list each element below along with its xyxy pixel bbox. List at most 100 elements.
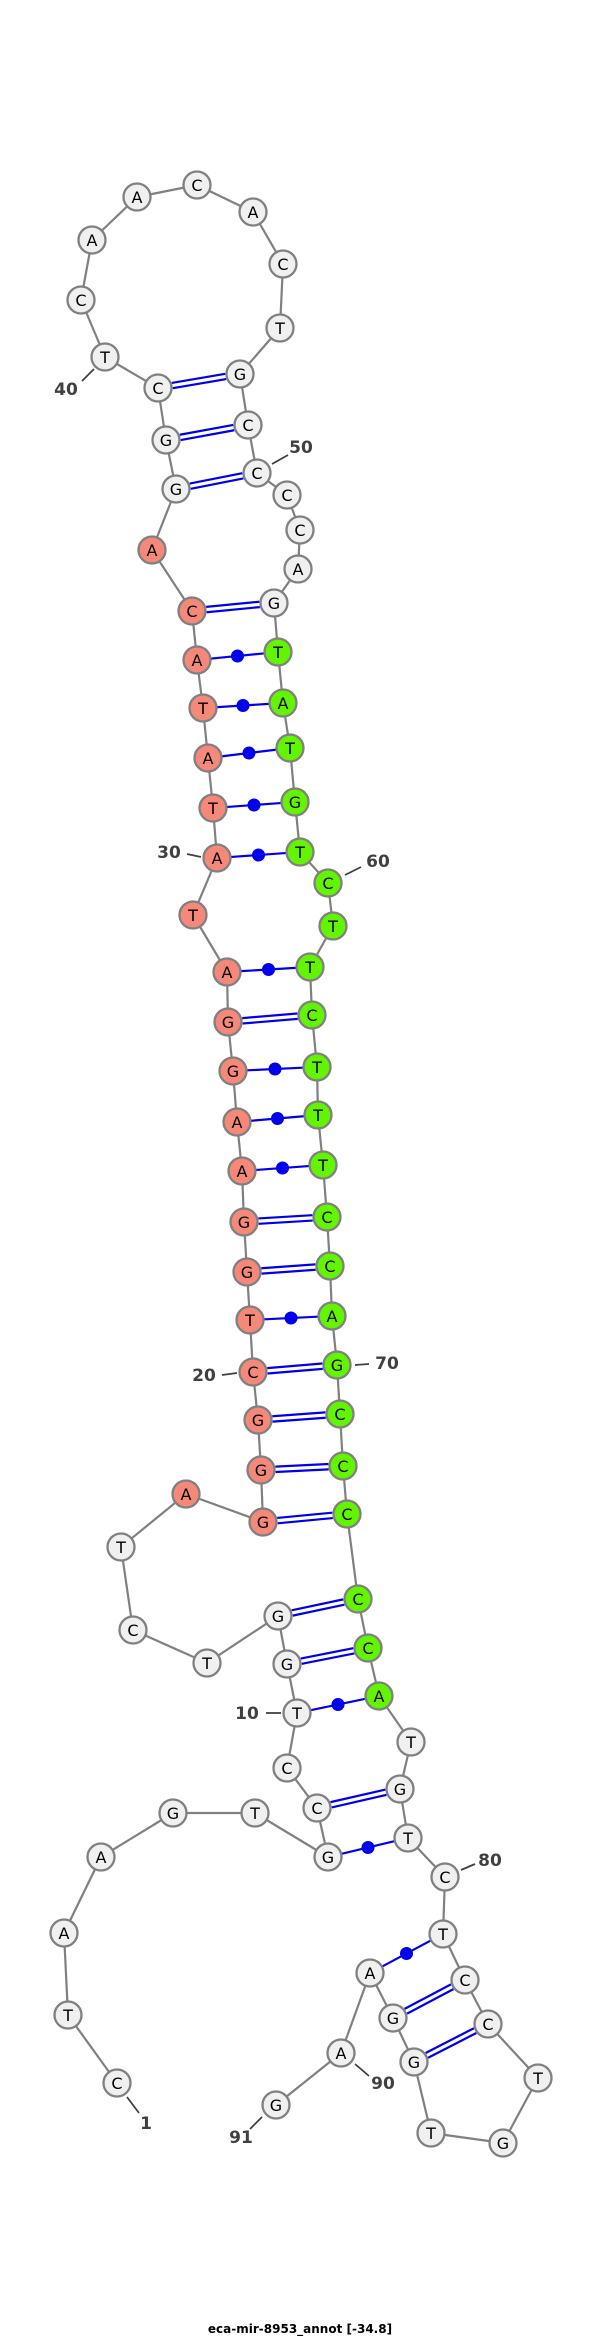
base-letter: G xyxy=(387,2009,399,2028)
nucleotide-node xyxy=(265,313,295,343)
bond-line xyxy=(189,472,243,485)
base-letter: G xyxy=(257,1513,269,1532)
base-letter: C xyxy=(482,2015,493,2034)
base-letter: C xyxy=(352,1590,363,1609)
nucleotide-node xyxy=(137,535,167,565)
nucleotide-node xyxy=(302,1052,332,1082)
position-label: 60 xyxy=(366,852,390,872)
base-letter: A xyxy=(336,2044,347,2063)
nucleotide-node xyxy=(178,900,208,930)
base-letter: A xyxy=(248,203,259,222)
base-letter: A xyxy=(222,963,233,982)
position-label-tick xyxy=(81,368,95,382)
position-label: 90 xyxy=(371,2074,395,2094)
base-letter: G xyxy=(270,2096,282,2115)
nucleotide-node xyxy=(118,1615,148,1645)
bond-line xyxy=(406,1988,454,2015)
nucleotide-node xyxy=(285,837,315,867)
base-letter: A xyxy=(278,694,289,713)
bond-dot xyxy=(236,699,250,712)
nucleotide-node xyxy=(263,1601,293,1631)
nucleotide-node xyxy=(53,2000,83,2030)
bond-dot xyxy=(400,1947,413,1960)
base-letter: C xyxy=(322,874,333,893)
nucleotide-node xyxy=(240,1798,270,1828)
nucleotide-node xyxy=(238,197,268,227)
base-letter: T xyxy=(317,1156,328,1175)
base-letter: G xyxy=(252,1411,264,1430)
nucleotide-node xyxy=(212,957,242,987)
bond-line xyxy=(171,372,226,384)
nucleotide-node xyxy=(328,1451,358,1481)
base-letter: A xyxy=(192,651,203,670)
base-letter: A xyxy=(132,188,143,207)
nucleotide-node xyxy=(49,1918,79,1948)
base-letter: T xyxy=(405,1733,416,1752)
base-letter: T xyxy=(99,348,110,367)
nucleotide-node xyxy=(232,1257,262,1287)
base-letter: G xyxy=(281,1655,293,1674)
base-letter: T xyxy=(327,917,338,936)
bond-line xyxy=(261,1263,316,1270)
base-letter: C xyxy=(191,176,202,195)
base-letter: G xyxy=(238,1213,250,1232)
nucleotide-node xyxy=(102,2068,132,2098)
bond-line xyxy=(206,600,260,608)
bond-line xyxy=(180,429,235,442)
bond-line xyxy=(272,1411,326,1418)
base-letter: C xyxy=(341,1505,352,1524)
nucleotide-node xyxy=(280,787,310,817)
position-label: 10 xyxy=(235,1704,259,1724)
nucleotide-node xyxy=(90,342,120,372)
base-letter: G xyxy=(268,594,280,613)
nucleotide-node xyxy=(450,1965,480,1995)
nucleotide-node xyxy=(235,1305,265,1335)
nucleotide-node xyxy=(353,1633,383,1663)
nucleotide-node xyxy=(177,596,207,626)
nucleotide-node xyxy=(161,474,191,504)
nucleotide-node xyxy=(313,868,343,898)
bond-line xyxy=(330,1788,386,1804)
base-letter: C xyxy=(277,255,288,274)
base-letter: A xyxy=(87,231,98,250)
base-letter: G xyxy=(408,2053,420,2072)
nucleotide-node xyxy=(318,911,348,941)
nucleotide-node xyxy=(322,1350,352,1380)
nucleotide-node xyxy=(182,170,212,200)
bond-dot xyxy=(242,746,256,760)
position-label-tick xyxy=(249,2116,263,2130)
bond-line xyxy=(258,1219,313,1225)
nucleotide-node xyxy=(308,1150,338,1180)
bond-dot xyxy=(262,963,275,976)
position-label-tick xyxy=(354,2063,370,2077)
base-letter: T xyxy=(197,699,208,718)
nucleotide-node xyxy=(122,182,152,212)
nucleotide-node xyxy=(393,1823,423,1853)
bond-line xyxy=(172,378,227,390)
bond-line xyxy=(277,1516,333,1525)
nucleotide-node xyxy=(285,515,315,545)
nucleotide-node xyxy=(343,1584,373,1614)
position-label: 91 xyxy=(229,2128,253,2148)
nucleotide-node xyxy=(272,1753,302,1783)
nucleotide-node xyxy=(416,2118,446,2148)
bond-dot xyxy=(231,649,244,663)
bond-dot xyxy=(252,848,265,862)
base-letter: C xyxy=(362,1639,373,1658)
nucleotide-node xyxy=(261,2090,291,2120)
bond-line xyxy=(275,1462,329,1468)
base-letter: A xyxy=(96,1848,107,1867)
base-letter: A xyxy=(365,1964,376,1983)
bond-dot xyxy=(247,798,261,812)
base-letter: T xyxy=(272,643,283,662)
base-letter: A xyxy=(237,1162,248,1181)
base-letter: G xyxy=(167,1804,179,1823)
nucleotide-node xyxy=(243,1405,273,1435)
nucleotide-node xyxy=(364,1681,394,1711)
nucleotide-node xyxy=(198,793,228,823)
nucleotide-node xyxy=(282,1698,312,1728)
base-letter: A xyxy=(374,1687,385,1706)
base-letter: G xyxy=(289,793,301,812)
base-letter: T xyxy=(312,1106,323,1125)
